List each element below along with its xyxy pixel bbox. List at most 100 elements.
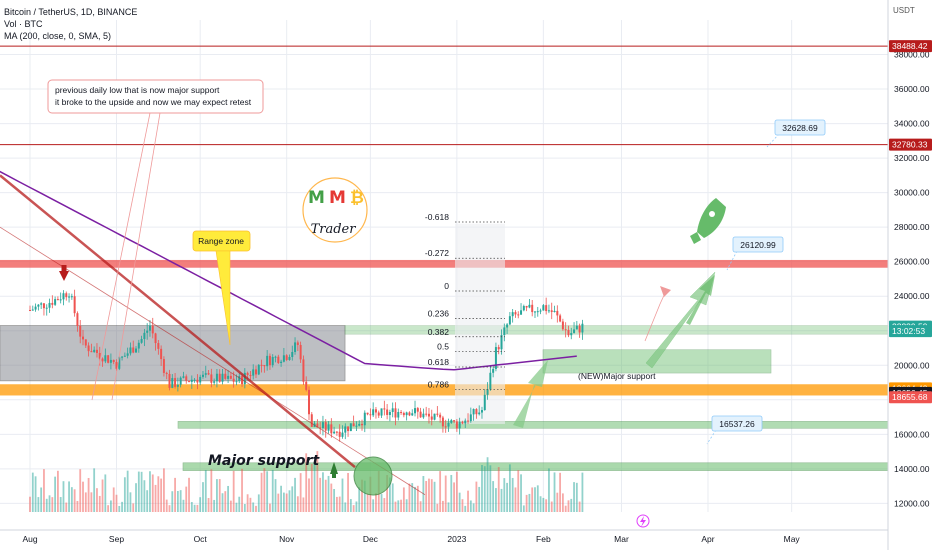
volume-bar [349,499,352,512]
volume-bar [444,475,447,512]
fib-level-label: 0.786 [428,379,450,389]
candle-body [135,348,138,353]
volume-bar [324,479,327,512]
candle-body [369,414,372,416]
volume-bar [559,472,561,512]
volume-bar [475,481,478,512]
drawings: -0.618 -0.272 0 0.236 0.382 0.5 0.618 0.786 prev… [0,79,826,528]
candle-body [285,355,288,360]
volume-bar [539,496,542,512]
price-tick-label: 38000.00 [894,50,930,60]
target-connector [726,250,738,271]
volume-bar [408,483,411,512]
candle-body [154,333,157,344]
volume-line[interactable]: Vol · BTC [4,19,43,29]
candle-body [260,364,263,366]
candle-body [54,299,57,305]
volume-bar [550,501,553,512]
price-tag-label: 18655.68 [892,392,928,402]
volume-bar [137,471,140,512]
candle-body [319,427,322,429]
green-band [344,325,889,335]
volume-bar [439,471,442,512]
volume-bar [269,503,271,512]
volume-bar [93,468,96,512]
volume-bar [266,471,269,512]
candle-body [500,335,503,350]
volume-bar [581,472,584,512]
volume-bar [110,500,112,512]
volume-bar [188,477,190,512]
volume-bar [62,481,65,512]
volume-bar [433,481,436,512]
price-tag-bg [889,138,932,151]
currency-label: USDT [893,6,915,15]
volume-bar [107,505,110,512]
candle-body [132,347,135,353]
candle-body [296,342,299,345]
major-support-label: Major support [208,453,320,469]
volume-bar [363,480,366,512]
volume-bar [528,493,531,512]
time-axis[interactable]: Aug Sep Oct Nov Dec 2023 Feb Mar Apr May [0,529,888,544]
candle-body [174,378,177,387]
candle-body [274,356,277,358]
price-axis[interactable]: 12000.0014000.0016000.0018000.0020000.00… [887,0,932,550]
candle-body [439,414,442,418]
time-tick-label: Feb [536,534,551,544]
candle-body [146,330,149,333]
candle-body [372,409,375,416]
volume-bar [274,479,277,512]
logo-letter: M [329,188,346,208]
candle-body [374,409,377,413]
candle-body [65,293,68,298]
candle-body [193,379,196,381]
volume-bar [235,502,238,512]
candle-body [338,431,341,437]
volume-bar [121,501,123,512]
candle-body [168,373,171,388]
candle-body [70,296,73,298]
volume-bar [338,496,341,512]
volume-bar [135,483,137,512]
volume-bar [358,487,361,512]
candle-body [425,413,428,415]
volume-bar [82,481,84,512]
volume-bar [436,503,439,512]
volume-bar [570,498,573,512]
volume-bar [447,502,450,512]
candle-body [291,351,294,357]
price-tick-label: 28000.00 [894,222,930,232]
volume-bar [400,499,402,512]
volume-bar [397,500,400,512]
volume-bar [464,505,467,512]
candle-body [464,420,467,424]
price-tick-label: 20000.00 [894,360,930,370]
candle-body [188,380,191,382]
volume-bar [213,499,216,512]
volume-bar [500,488,503,512]
symbol-line[interactable]: Bitcoin / TetherUS, 1D, BINANCE [4,7,138,17]
candle-body [42,303,45,309]
volume-bar [492,481,495,512]
candle-body [536,311,539,313]
volume-bar [411,483,414,512]
callout-pointer [91,112,151,401]
candle-body [294,342,297,352]
volume-bar [104,474,107,512]
candle-body [489,372,492,390]
fib-level-label: -0.272 [425,248,449,258]
volume-bar [386,475,389,512]
time-tick-label: Oct [194,534,208,544]
ma-line[interactable]: MA (200, close, 0, SMA, 5) [4,31,112,41]
volume-bar [525,494,528,512]
volume-bar [185,486,188,512]
price-tick-label: 36000.00 [894,84,930,94]
candle-body [492,368,495,373]
volume-bar [193,504,196,512]
candle-body [517,314,520,316]
candle-body [400,411,403,413]
candle-body [550,310,553,313]
range-zone-pointer [215,250,231,346]
